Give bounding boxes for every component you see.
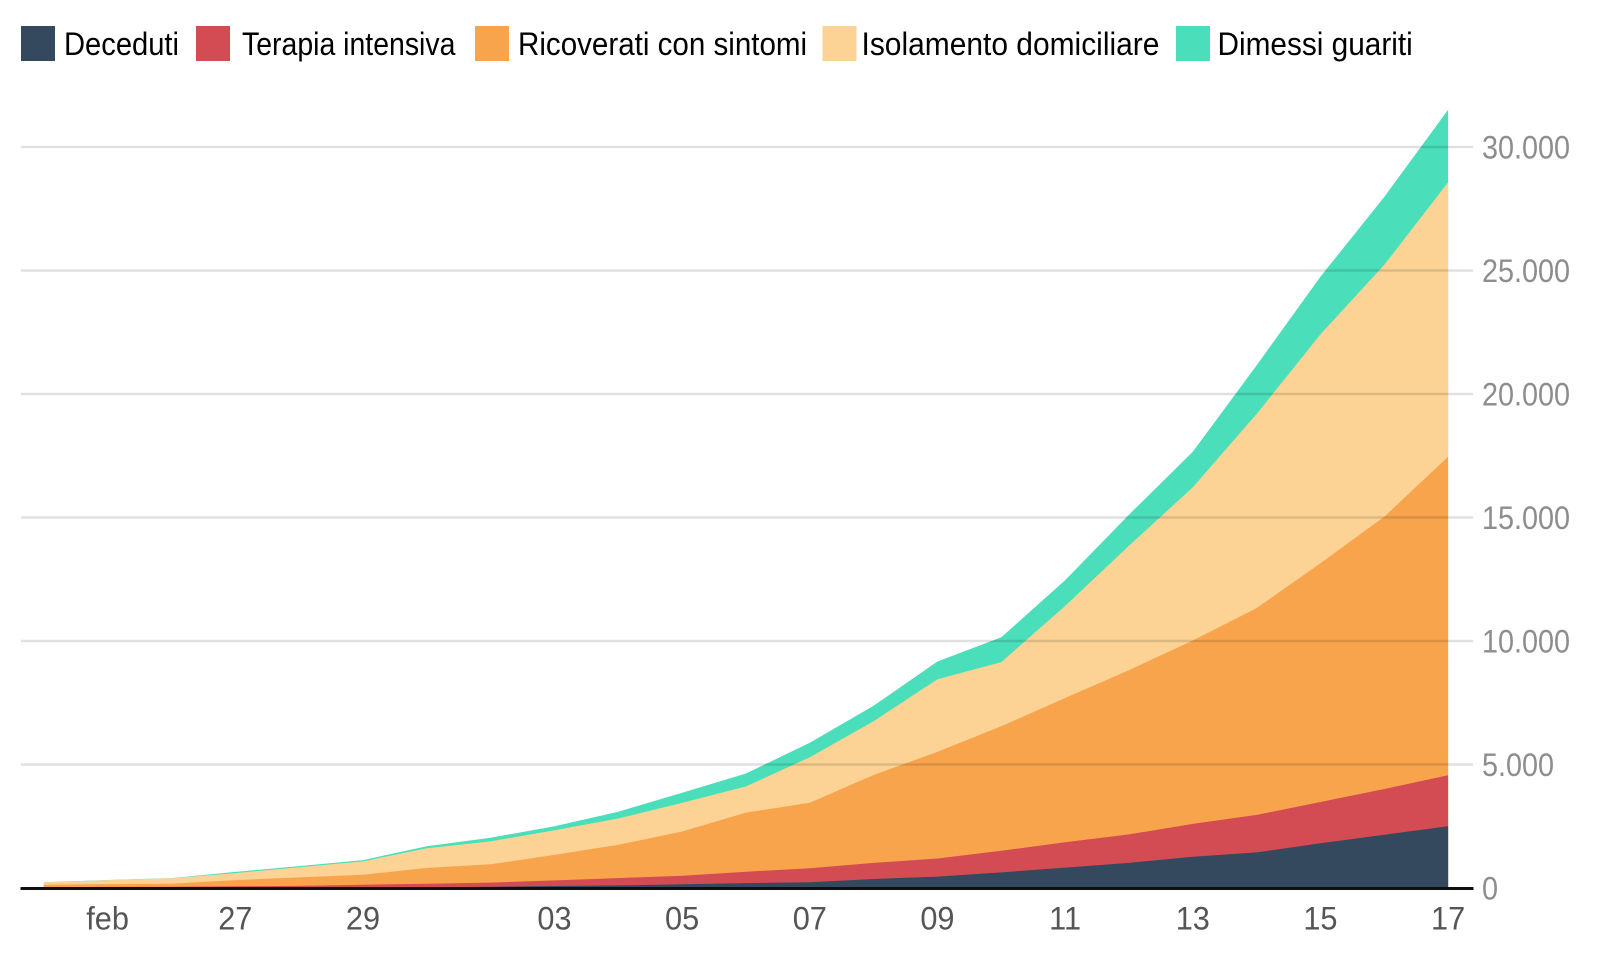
svg-text:10.000: 10.000	[1482, 624, 1570, 660]
svg-text:20.000: 20.000	[1482, 377, 1570, 413]
svg-text:11: 11	[1049, 901, 1081, 937]
svg-text:Terapia intensiva: Terapia intensiva	[242, 28, 456, 63]
svg-text:Ricoverati con sintomi: Ricoverati con sintomi	[518, 26, 807, 62]
svg-text:27: 27	[218, 901, 252, 937]
svg-text:25.000: 25.000	[1482, 253, 1570, 289]
svg-text:5.000: 5.000	[1482, 747, 1554, 783]
svg-text:07: 07	[793, 901, 827, 937]
svg-text:09: 09	[920, 901, 954, 937]
svg-text:13: 13	[1176, 901, 1210, 937]
svg-text:05: 05	[665, 901, 699, 937]
svg-text:29: 29	[346, 901, 380, 937]
svg-text:Deceduti: Deceduti	[64, 27, 179, 63]
svg-text:17: 17	[1431, 901, 1465, 937]
svg-text:15.000: 15.000	[1482, 500, 1570, 536]
svg-text:30.000: 30.000	[1482, 130, 1570, 166]
svg-text:Isolamento domiciliare: Isolamento domiciliare	[862, 26, 1160, 62]
svg-text:03: 03	[537, 901, 571, 937]
svg-text:15: 15	[1303, 901, 1337, 937]
svg-text:0: 0	[1482, 871, 1498, 907]
svg-text:Dimessi guariti: Dimessi guariti	[1218, 26, 1413, 62]
svg-text:feb: feb	[86, 901, 129, 937]
